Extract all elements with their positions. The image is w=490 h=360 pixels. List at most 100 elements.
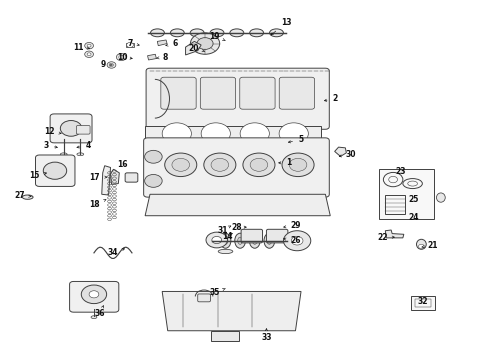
FancyBboxPatch shape: [198, 294, 210, 302]
Circle shape: [119, 55, 123, 59]
Polygon shape: [211, 331, 239, 342]
Ellipse shape: [230, 29, 244, 37]
Text: 32: 32: [417, 297, 428, 306]
Text: 29: 29: [284, 221, 301, 230]
Text: 6: 6: [166, 39, 177, 48]
Circle shape: [110, 64, 114, 66]
Ellipse shape: [190, 29, 204, 37]
Text: 16: 16: [117, 160, 127, 169]
FancyBboxPatch shape: [76, 126, 90, 134]
Ellipse shape: [60, 153, 67, 156]
FancyBboxPatch shape: [35, 155, 75, 186]
Text: 8: 8: [157, 53, 168, 62]
Bar: [415, 298, 431, 307]
Text: 35: 35: [210, 288, 225, 297]
Text: 27: 27: [15, 191, 31, 200]
FancyBboxPatch shape: [146, 68, 329, 129]
Text: 25: 25: [408, 195, 419, 204]
Circle shape: [201, 123, 230, 144]
FancyBboxPatch shape: [161, 77, 196, 109]
Bar: [411, 296, 435, 310]
Circle shape: [418, 244, 424, 249]
Polygon shape: [157, 40, 167, 46]
FancyBboxPatch shape: [241, 229, 263, 243]
FancyBboxPatch shape: [267, 229, 288, 243]
Ellipse shape: [235, 233, 245, 248]
Bar: [77, 137, 83, 141]
Text: 24: 24: [408, 213, 419, 222]
Circle shape: [250, 158, 268, 171]
Bar: [145, 126, 320, 141]
Circle shape: [206, 232, 227, 248]
Ellipse shape: [171, 29, 184, 37]
Polygon shape: [186, 41, 201, 55]
Circle shape: [279, 123, 308, 144]
Text: 2: 2: [324, 94, 338, 103]
Circle shape: [284, 231, 311, 251]
Polygon shape: [102, 166, 111, 195]
Ellipse shape: [264, 233, 275, 248]
Bar: [126, 43, 134, 47]
FancyBboxPatch shape: [50, 114, 92, 143]
Ellipse shape: [218, 249, 233, 253]
Circle shape: [191, 33, 220, 54]
Bar: [385, 195, 405, 214]
Text: 4: 4: [77, 141, 91, 150]
FancyBboxPatch shape: [200, 77, 236, 109]
Text: 14: 14: [222, 232, 233, 241]
Ellipse shape: [23, 195, 33, 199]
Text: 11: 11: [73, 42, 90, 51]
Bar: [379, 168, 434, 219]
Ellipse shape: [223, 237, 228, 244]
Polygon shape: [145, 194, 330, 216]
Text: 22: 22: [377, 233, 394, 242]
Circle shape: [145, 150, 162, 163]
Polygon shape: [162, 292, 301, 331]
Ellipse shape: [416, 239, 426, 249]
Text: 26: 26: [284, 236, 301, 245]
Ellipse shape: [267, 237, 272, 244]
Ellipse shape: [238, 237, 243, 244]
Circle shape: [145, 175, 162, 187]
Text: 20: 20: [188, 44, 204, 53]
Text: 7: 7: [127, 39, 139, 48]
Circle shape: [87, 44, 91, 47]
Circle shape: [43, 162, 67, 179]
Circle shape: [243, 153, 275, 176]
Circle shape: [289, 158, 307, 171]
Circle shape: [89, 291, 99, 298]
Text: 36: 36: [95, 306, 105, 318]
Text: 19: 19: [210, 32, 225, 41]
Circle shape: [81, 285, 107, 303]
Ellipse shape: [249, 233, 260, 248]
Circle shape: [87, 53, 91, 56]
Text: 23: 23: [395, 167, 406, 176]
Circle shape: [204, 153, 236, 176]
FancyBboxPatch shape: [144, 138, 329, 197]
Circle shape: [172, 158, 190, 171]
FancyBboxPatch shape: [240, 77, 275, 109]
Circle shape: [165, 153, 197, 176]
Text: 3: 3: [44, 141, 57, 150]
Ellipse shape: [77, 153, 84, 156]
Circle shape: [240, 123, 270, 144]
Text: 5: 5: [289, 135, 303, 144]
FancyBboxPatch shape: [70, 282, 119, 312]
Text: 18: 18: [90, 199, 106, 209]
Text: 34: 34: [107, 248, 124, 257]
Circle shape: [107, 62, 116, 68]
Circle shape: [282, 153, 314, 176]
Ellipse shape: [270, 29, 283, 37]
Polygon shape: [111, 169, 119, 184]
Ellipse shape: [91, 316, 97, 319]
FancyBboxPatch shape: [279, 77, 315, 109]
Ellipse shape: [210, 29, 224, 37]
Text: 15: 15: [29, 171, 47, 180]
Ellipse shape: [220, 233, 231, 248]
Text: 33: 33: [261, 329, 271, 342]
Circle shape: [197, 38, 213, 49]
Polygon shape: [147, 54, 156, 60]
Ellipse shape: [250, 29, 264, 37]
Text: 31: 31: [218, 225, 231, 234]
Text: 9: 9: [101, 60, 112, 69]
